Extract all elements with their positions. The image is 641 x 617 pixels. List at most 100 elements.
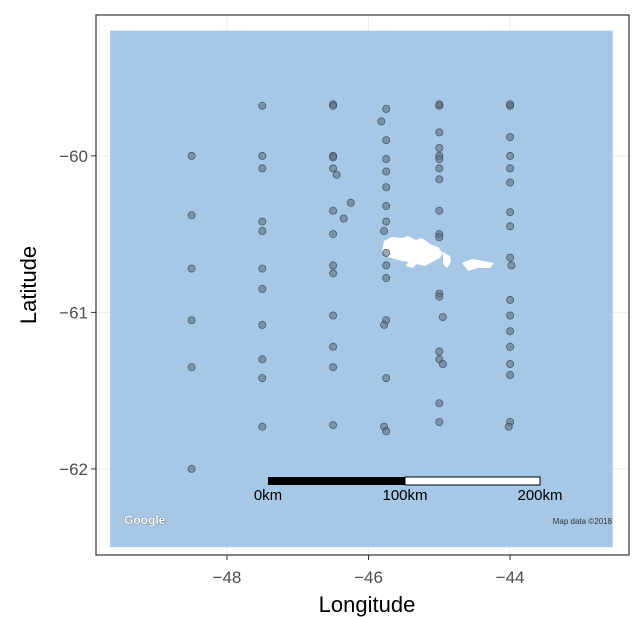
survey-point: [380, 320, 389, 329]
survey-point: [258, 226, 267, 235]
survey-point: [506, 359, 515, 368]
survey-point: [339, 214, 348, 223]
x-axis: −48 −46 −44: [213, 555, 525, 587]
survey-point: [187, 264, 196, 273]
survey-point: [506, 253, 515, 262]
survey-point: [506, 222, 515, 231]
scale-label-100km: 100km: [382, 487, 427, 504]
x-axis-title: Longitude: [319, 592, 416, 617]
survey-point: [382, 167, 391, 176]
survey-point: [435, 399, 444, 408]
survey-point: [258, 151, 267, 160]
survey-point: [435, 206, 444, 215]
survey-point: [329, 311, 338, 320]
survey-point: [329, 230, 338, 239]
scale-label-0km: 0km: [254, 487, 282, 504]
survey-point: [187, 363, 196, 372]
survey-point: [329, 421, 338, 430]
survey-point: [346, 198, 355, 207]
land-south-shetland-islands: [382, 236, 494, 271]
survey-point: [382, 248, 391, 257]
survey-point: [329, 342, 338, 351]
survey-point: [506, 295, 515, 304]
island-robert: [406, 258, 418, 268]
survey-point: [187, 151, 196, 160]
panel-border: [95, 14, 630, 556]
survey-point: [258, 374, 267, 383]
survey-point: [332, 170, 341, 179]
survey-point: [329, 269, 338, 278]
survey-point: [435, 175, 444, 184]
survey-point: [506, 342, 515, 351]
survey-point: [506, 327, 515, 336]
scale-bar-white-segment: [404, 476, 541, 486]
survey-point: [506, 164, 515, 173]
survey-point: [377, 117, 386, 126]
survey-point: [187, 211, 196, 220]
survey-point: [329, 206, 338, 215]
survey-point: [382, 201, 391, 210]
scale-label-200km: 200km: [517, 487, 562, 504]
survey-point: [258, 217, 267, 226]
x-tick-label: −48: [213, 568, 242, 587]
survey-point: [258, 164, 267, 173]
survey-point: [506, 151, 515, 160]
survey-point: [382, 154, 391, 163]
survey-point: [435, 100, 444, 109]
x-tick-label: −44: [496, 568, 525, 587]
survey-point: [506, 370, 515, 379]
scale-bar: 0km 100km 200km: [254, 476, 563, 504]
survey-point: [329, 363, 338, 372]
survey-point: [435, 154, 444, 163]
survey-point: [382, 273, 391, 282]
island-nelson: [443, 252, 451, 268]
y-tick-label: −60: [59, 147, 88, 166]
map-tile-sea: [110, 30, 613, 548]
y-axis-title: Latitude: [16, 246, 41, 324]
survey-point: [329, 261, 338, 270]
island-greenwich: [462, 259, 494, 271]
survey-point: [382, 183, 391, 192]
survey-point: [329, 164, 338, 173]
survey-point: [382, 104, 391, 113]
survey-point: [435, 128, 444, 137]
survey-point: [435, 347, 444, 356]
survey-point: [382, 261, 391, 270]
survey-point: [380, 226, 389, 235]
x-tick-label: −46: [354, 568, 383, 587]
survey-point: [258, 422, 267, 431]
survey-point: [258, 320, 267, 329]
survey-point: [258, 264, 267, 273]
survey-point: [506, 208, 515, 217]
google-logo: Google: [124, 513, 166, 527]
survey-point: [504, 422, 513, 431]
survey-point: [435, 164, 444, 173]
survey-point: [258, 355, 267, 364]
map-attribution: Map data ©2018: [553, 517, 613, 526]
survey-point: [506, 311, 515, 320]
survey-point: [329, 101, 338, 110]
survey-point: [435, 292, 444, 301]
survey-points: [187, 100, 516, 473]
scale-bar-black-segment: [268, 477, 405, 485]
survey-point: [187, 316, 196, 325]
survey-point: [506, 100, 515, 109]
survey-point: [435, 417, 444, 426]
survey-point: [329, 153, 338, 162]
survey-point: [382, 136, 391, 145]
survey-point: [506, 178, 515, 187]
survey-point: [438, 359, 447, 368]
survey-point: [435, 143, 444, 152]
survey-point: [435, 233, 444, 242]
survey-point: [507, 261, 516, 270]
survey-point: [382, 217, 391, 226]
y-tick-label: −62: [59, 460, 88, 479]
survey-point: [187, 464, 196, 473]
survey-point: [258, 284, 267, 293]
survey-point: [382, 427, 391, 436]
y-tick-label: −61: [59, 303, 88, 322]
island-king-george: [382, 236, 443, 266]
survey-point: [258, 101, 267, 110]
survey-point: [506, 133, 515, 142]
